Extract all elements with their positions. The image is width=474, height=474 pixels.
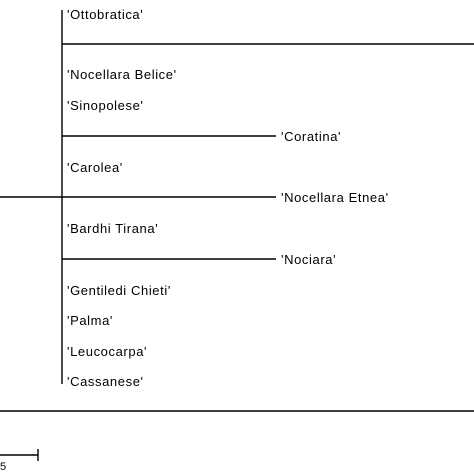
leaf-label-nocellara-etnea: 'Nocellara Etnea' <box>281 190 389 205</box>
leaf-label-cassanese: 'Cassanese' <box>67 374 144 389</box>
leaf-label-ottobratica: 'Ottobratica' <box>67 7 143 22</box>
leaf-label-coratina: 'Coratina' <box>281 129 341 144</box>
leaf-label-bardhi-tirana: 'Bardhi Tirana' <box>67 221 158 236</box>
leaf-labels: 'Ottobratica' 'Nocellara Belice' 'Sinopo… <box>67 7 389 389</box>
scale-bar: 5 <box>0 449 39 473</box>
leaf-label-sinopolese: 'Sinopolese' <box>67 98 144 113</box>
leaf-label-palma: 'Palma' <box>67 313 113 328</box>
leaf-label-gentiledi-chieti: 'Gentiledi Chieti' <box>67 283 171 298</box>
leaf-label-nociara: 'Nociara' <box>281 252 336 267</box>
scale-bar-label: 5 <box>0 461 6 473</box>
leaf-label-carolea: 'Carolea' <box>67 160 123 175</box>
tree-branches <box>0 10 474 412</box>
leaf-label-leucocarpa: 'Leucocarpa' <box>67 344 147 359</box>
leaf-label-nocellara-belice: 'Nocellara Belice' <box>67 67 177 82</box>
